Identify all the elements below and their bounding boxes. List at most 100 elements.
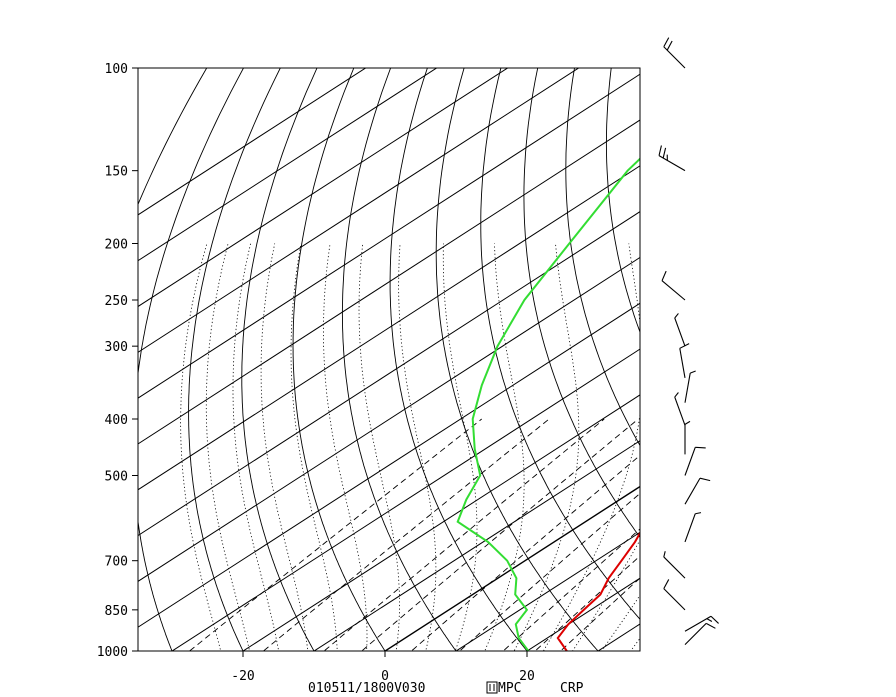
dry-adiabat-line	[341, 68, 457, 651]
isotherm-line	[138, 211, 640, 537]
mpc-logo-icon	[486, 681, 498, 694]
dry-adiabat-line	[565, 68, 640, 447]
moist-adiabat-line	[205, 243, 251, 651]
wind-barb-staff	[684, 477, 701, 505]
wind-barb-staff	[684, 513, 696, 543]
wind-barb-staff	[663, 46, 686, 69]
footer-source: MPC	[498, 681, 521, 696]
isotherm-line	[138, 256, 640, 582]
isotherm-line	[138, 68, 509, 308]
wind-barb-flag	[662, 147, 667, 159]
isotherm-line	[597, 623, 640, 651]
wind-barb-flag	[674, 392, 679, 398]
wind-barb-staff	[684, 622, 707, 645]
isotherm-line	[138, 165, 640, 491]
thermodynamic-grid	[138, 41, 896, 663]
isotherm-line	[138, 73, 640, 399]
isotherm-line	[455, 531, 640, 651]
isotherm-line	[138, 68, 367, 216]
wind-barb	[663, 551, 686, 579]
wind-barb	[684, 512, 702, 543]
isotherm-line	[242, 394, 640, 651]
wind-barb-flag	[710, 615, 719, 624]
wind-barb	[663, 579, 686, 611]
footer-valid-time: 010511/1800V030	[308, 681, 425, 696]
isotherm-line	[171, 348, 640, 651]
wind-barb-staff	[684, 373, 691, 403]
wind-barb	[684, 615, 719, 632]
dry-adiabat-line	[480, 68, 640, 620]
dry-adiabat-line	[865, 41, 896, 663]
wind-barb-staff	[661, 280, 686, 301]
isotherm-line	[138, 302, 640, 628]
wind-barb-flag	[679, 343, 690, 349]
wind-barb	[684, 477, 711, 505]
isotherm-line	[138, 119, 640, 445]
isotherm-line	[383, 485, 640, 651]
wind-barb	[674, 392, 686, 426]
dry-adiabat-line	[722, 41, 896, 663]
dry-adiabat-line	[829, 41, 896, 663]
plot-frame	[137, 67, 641, 652]
isotherm-line	[138, 68, 580, 353]
wind-barb-staff	[658, 155, 686, 172]
wind-barb-flag	[663, 579, 670, 589]
moist-adiabat-line	[323, 243, 368, 651]
moist-adiabat-line	[260, 243, 309, 651]
wind-barb-flag	[695, 446, 706, 449]
dry-adiabat-line	[646, 41, 896, 663]
wind-barb-flag	[663, 37, 670, 48]
pressure-tick-label: 200	[105, 238, 128, 253]
wind-barb	[661, 270, 686, 301]
wind-barb-staff	[663, 588, 686, 611]
wind-barb-staff	[679, 348, 686, 378]
dry-adiabat-line	[138, 68, 245, 651]
pressure-tick-label: 250	[105, 294, 128, 309]
pressure-tick-label: 850	[105, 604, 128, 619]
footer-station: CRP	[560, 681, 584, 696]
isotherm-line	[313, 440, 640, 651]
profile-lines	[456, 157, 640, 651]
wind-barb-flag	[663, 551, 666, 558]
moist-adiabat-line	[398, 243, 437, 651]
pressure-axis: 100 150 200 250 300 400 500 700 850 1000	[97, 62, 138, 660]
wind-barb-flag	[699, 477, 711, 482]
dry-adiabat-line	[241, 68, 318, 651]
mixing-ratio-line	[559, 577, 640, 651]
wind-barb-flag	[684, 420, 691, 425]
wind-barb	[679, 343, 690, 378]
isotherm-line	[792, 41, 896, 663]
wind-barb-flag	[674, 313, 679, 319]
wind-barb	[658, 145, 686, 172]
isotherm-line	[721, 41, 896, 663]
dry-adiabat-line	[523, 68, 640, 539]
wind-barb	[674, 313, 686, 347]
dewpoint-profile-line	[456, 157, 640, 651]
temperature-tick-label: -20	[231, 669, 254, 684]
mixing-ratio-line	[458, 492, 640, 651]
dry-adiabat-line	[794, 41, 896, 663]
mixing-ratio-line	[360, 418, 639, 651]
footer: 010511/1800V030 MPC CRP	[308, 681, 584, 696]
dry-adiabat-line	[292, 68, 386, 651]
temperature-tick-label: 20	[519, 669, 535, 684]
temperature-axis: -20 0 20	[231, 651, 535, 684]
wind-barb-flag	[705, 622, 716, 629]
mixing-ratio-line	[188, 418, 482, 651]
dry-adiabat-line	[684, 41, 896, 663]
wind-barb-flag	[658, 145, 662, 156]
temperature-tick-label: 0	[381, 669, 389, 684]
moist-adiabat-line	[442, 243, 478, 651]
mixing-ratio-line	[410, 454, 640, 651]
mixing-ratio-line	[262, 418, 550, 651]
wind-barb-flag	[690, 370, 696, 374]
pressure-tick-label: 700	[105, 555, 128, 570]
moist-adiabat-line	[180, 243, 222, 651]
wind-barb-flag	[661, 270, 667, 281]
wind-barb-staff	[663, 556, 686, 579]
wind-barbs	[658, 37, 719, 645]
pressure-tick-label: 500	[105, 469, 128, 484]
pressure-tick-label: 150	[105, 165, 128, 180]
moist-adiabat-line	[572, 539, 640, 651]
